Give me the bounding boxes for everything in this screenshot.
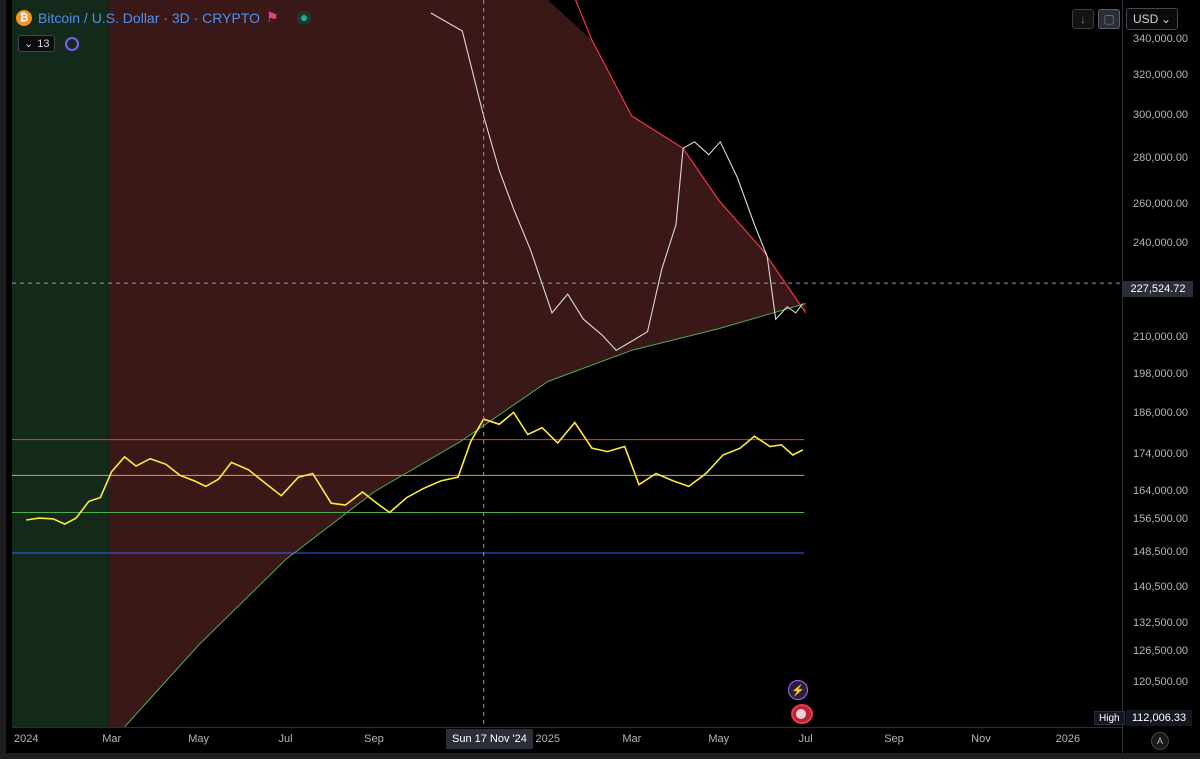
model-series (430, 12, 804, 351)
price-tick-label: 300,000.00 (1133, 109, 1189, 121)
time-tick-label: 2025 (535, 733, 560, 745)
event-icon[interactable]: ⚡ (788, 680, 808, 700)
sync-icon[interactable] (65, 36, 80, 51)
indicator-count: 13 (37, 37, 50, 50)
green-zone (12, 0, 109, 727)
red-zone (108, 0, 806, 727)
time-tick-label: Mar (622, 733, 642, 745)
time-tick-label: Nov (971, 733, 991, 745)
price-tick-label: 210,000.00 (1133, 331, 1189, 343)
price-tick-label: 174,000.00 (1133, 448, 1189, 460)
crosshair-date-label: Sun 17 Nov '24 (446, 729, 533, 749)
chart-plot-area[interactable] (6, 0, 1200, 759)
price-axis-border (1122, 0, 1123, 753)
price-tick-label: 120,500.00 (1133, 676, 1189, 688)
symbol-title[interactable]: Bitcoin / U.S. Dollar · 3D · CRYPTO (38, 9, 260, 26)
indicators-toggle-button[interactable]: ⌄ 13 (18, 35, 56, 52)
screen-icon: ▢ (1103, 12, 1115, 26)
us-event-flag-icon[interactable] (791, 704, 813, 724)
time-tick-label: Mar (102, 733, 122, 745)
price-tick-label: 164,000.00 (1133, 485, 1189, 497)
price-tick-label: 132,500.00 (1133, 617, 1189, 629)
price-tick-label: 240,000.00 (1133, 237, 1189, 249)
lower-band-curve (124, 303, 806, 728)
fullscreen-button[interactable]: ▢ (1098, 9, 1120, 29)
time-tick-label: Sep (884, 733, 904, 745)
btc-price-series (26, 411, 804, 525)
price-tick-label: 148,500.00 (1133, 546, 1189, 558)
symbol-header[interactable]: ₿ Bitcoin / U.S. Dollar · 3D · CRYPTO ⚑ (16, 9, 311, 26)
flag-icon[interactable]: ⚑ (265, 9, 279, 25)
bottom-border (6, 753, 1200, 759)
price-tick-label: 280,000.00 (1133, 152, 1189, 164)
price-tick-label: 186,000.00 (1133, 407, 1189, 419)
time-tick-label: 2024 (13, 733, 39, 745)
download-button[interactable]: ↓ (1072, 9, 1094, 29)
high-label: High (1094, 711, 1125, 725)
price-tick-label: 340,000.00 (1133, 33, 1189, 45)
time-tick-label: May (708, 733, 730, 745)
time-tick-label: Jul (798, 733, 813, 745)
price-tick-label: 140,500.00 (1133, 581, 1189, 593)
market-status-icon[interactable] (296, 10, 311, 25)
crosshair-price-label: 227,524.72 (1123, 281, 1193, 297)
bitcoin-logo-icon: ₿ (16, 9, 32, 26)
auto-scale-button[interactable]: A (1151, 732, 1169, 750)
price-tick-label: 126,500.00 (1133, 645, 1189, 657)
currency-select[interactable]: USD ⌄ (1126, 8, 1178, 30)
price-tick-label: 260,000.00 (1133, 198, 1189, 210)
arrow-down-icon: ↓ (1080, 12, 1086, 26)
time-tick-label: May (188, 733, 210, 745)
price-tick-label: 198,000.00 (1133, 368, 1189, 380)
indicator-row: ⌄ 13 (18, 35, 80, 52)
time-axis[interactable] (12, 727, 1122, 753)
time-tick-label: Sep (364, 733, 384, 745)
chevron-down-icon: ⌄ (1160, 12, 1171, 26)
currency-value: USD (1133, 12, 1159, 26)
time-tick-label: Jul (278, 733, 293, 745)
high-value: 112,006.33 (1126, 710, 1192, 726)
time-tick-label: 2026 (1055, 733, 1081, 745)
chevron-down-icon: ⌄ (24, 38, 34, 50)
price-tick-label: 156,500.00 (1133, 513, 1189, 525)
price-tick-label: 320,000.00 (1133, 69, 1189, 81)
